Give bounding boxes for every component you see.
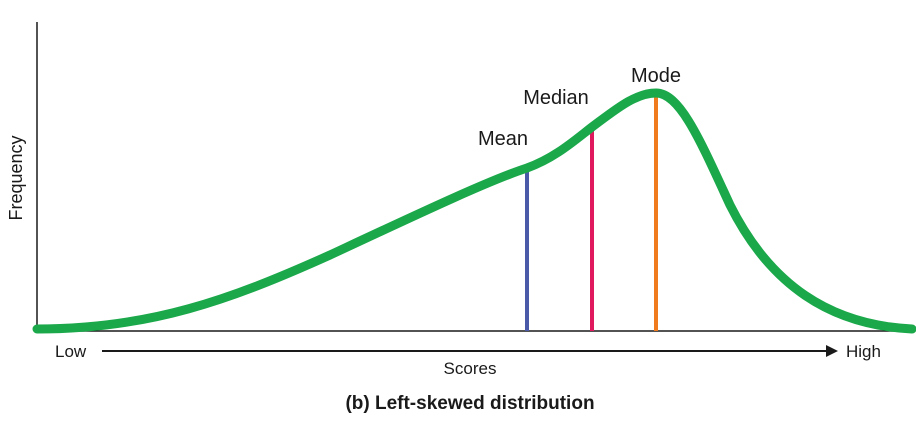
mean-label: Mean — [478, 128, 528, 150]
x-axis-label: Scores — [444, 359, 497, 378]
median-label: Median — [523, 87, 589, 109]
distribution-curve — [32, 88, 916, 334]
mode-label: Mode — [631, 65, 681, 87]
figure-caption: (b) Left-skewed distribution — [345, 393, 594, 414]
x-high-label: High — [846, 342, 881, 361]
x-low-label: Low — [55, 342, 87, 361]
y-axis-label: Frequency — [6, 135, 26, 220]
